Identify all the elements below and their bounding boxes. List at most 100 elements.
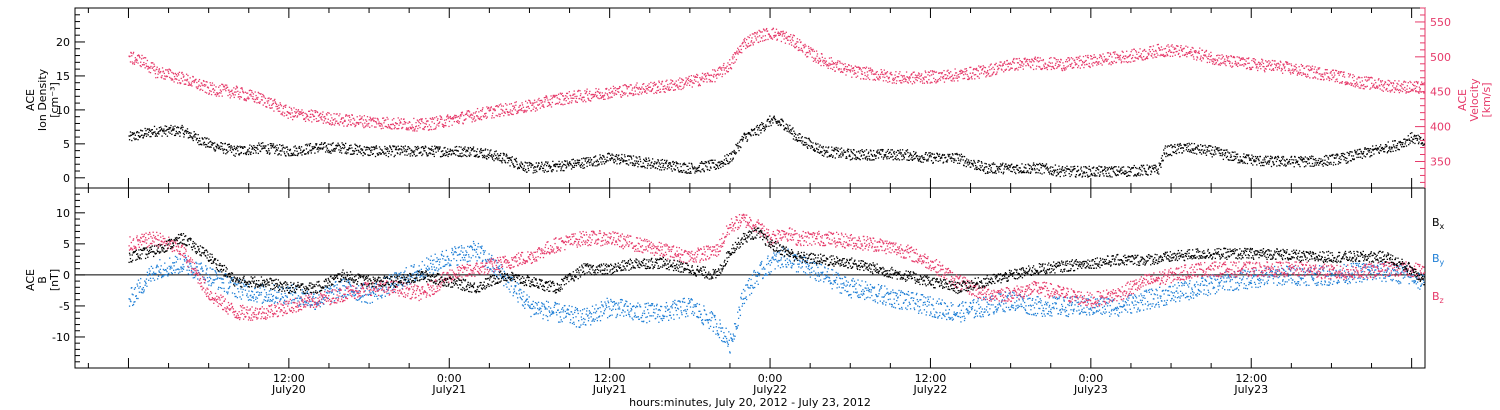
density-point (737, 147, 739, 149)
density-point (806, 146, 808, 148)
velocity-point (445, 119, 447, 121)
density-point (721, 162, 724, 164)
density-point (1085, 171, 1088, 174)
density-point (768, 120, 771, 123)
density-point (652, 165, 655, 167)
density-point (181, 127, 183, 129)
velocity-point (590, 94, 592, 96)
density-point (1220, 149, 1223, 151)
density-point (1050, 172, 1053, 175)
velocity-point (340, 118, 342, 121)
velocity-point (751, 37, 753, 39)
density-point (573, 162, 575, 164)
density-point (1281, 158, 1284, 160)
density-point (1079, 173, 1082, 175)
density-point (578, 159, 581, 161)
density-point (1323, 155, 1326, 158)
density-point (172, 128, 174, 130)
density-point (656, 161, 658, 164)
density-point (495, 154, 497, 157)
density-point (555, 163, 557, 165)
velocity-point (916, 75, 918, 77)
density-point (738, 141, 741, 143)
density-point (521, 162, 523, 165)
density-point (282, 144, 284, 146)
density-point (1139, 174, 1141, 177)
density-point (750, 128, 753, 131)
density-point (1310, 155, 1313, 157)
density-point (393, 155, 395, 158)
density-point (972, 165, 975, 167)
density-point (987, 172, 989, 174)
velocity-point (844, 63, 846, 65)
density-point (409, 155, 411, 157)
density-point (479, 150, 481, 152)
density-point (369, 154, 371, 156)
density-point (314, 146, 317, 148)
velocity-point (731, 62, 733, 64)
velocity-point (361, 118, 363, 120)
density-point (540, 165, 542, 168)
velocity-point (552, 96, 554, 98)
density-point (1403, 138, 1405, 140)
density-point (768, 125, 770, 127)
density-point (218, 147, 221, 149)
density-point (827, 146, 830, 148)
density-point (795, 138, 798, 141)
density-point (1222, 158, 1225, 161)
density-point (969, 161, 971, 164)
density-point (1234, 156, 1237, 158)
density-point (1304, 156, 1307, 158)
velocity-point (422, 122, 424, 124)
density-point (1271, 156, 1273, 158)
velocity-point (318, 114, 321, 116)
density-point (873, 154, 876, 156)
density-point (1240, 159, 1242, 161)
velocity-point (290, 116, 292, 118)
density-point (1361, 153, 1363, 155)
velocity-point (782, 33, 784, 35)
density-point (1381, 146, 1384, 149)
density-point (1194, 152, 1196, 155)
density-point (1317, 161, 1319, 164)
density-point (790, 133, 793, 135)
velocity-point (495, 114, 497, 117)
velocity-point (663, 88, 665, 90)
velocity-point (294, 115, 296, 117)
density-point (952, 158, 955, 160)
velocity-point (255, 94, 257, 97)
velocity-point (672, 80, 674, 82)
velocity-point (548, 104, 550, 107)
velocity-point (568, 102, 570, 105)
velocity-point (493, 116, 495, 119)
density-point (347, 152, 349, 154)
density-point (450, 150, 452, 152)
velocity-point (295, 112, 297, 114)
density-point (1219, 154, 1221, 157)
velocity-point (317, 120, 319, 122)
density-point (1082, 172, 1084, 175)
density-point (900, 152, 902, 154)
velocity-point (496, 115, 499, 117)
density-point (1112, 168, 1114, 170)
density-point (769, 122, 771, 124)
density-point (1097, 168, 1099, 170)
density-point (271, 143, 273, 145)
density-point (280, 145, 283, 147)
velocity-point (424, 125, 427, 128)
velocity-point (830, 67, 832, 70)
density-point (519, 164, 521, 167)
density-point (463, 148, 466, 150)
density-point (1221, 152, 1224, 154)
density-point (1107, 168, 1110, 170)
density-point (648, 159, 651, 161)
velocity-point (789, 36, 791, 38)
density-point (353, 153, 355, 155)
density-point (383, 153, 386, 155)
velocity-point (258, 92, 260, 95)
density-point (1331, 154, 1334, 156)
velocity-point (707, 72, 709, 74)
velocity-point (709, 74, 711, 77)
density-point (341, 147, 344, 149)
velocity-point (163, 78, 165, 80)
